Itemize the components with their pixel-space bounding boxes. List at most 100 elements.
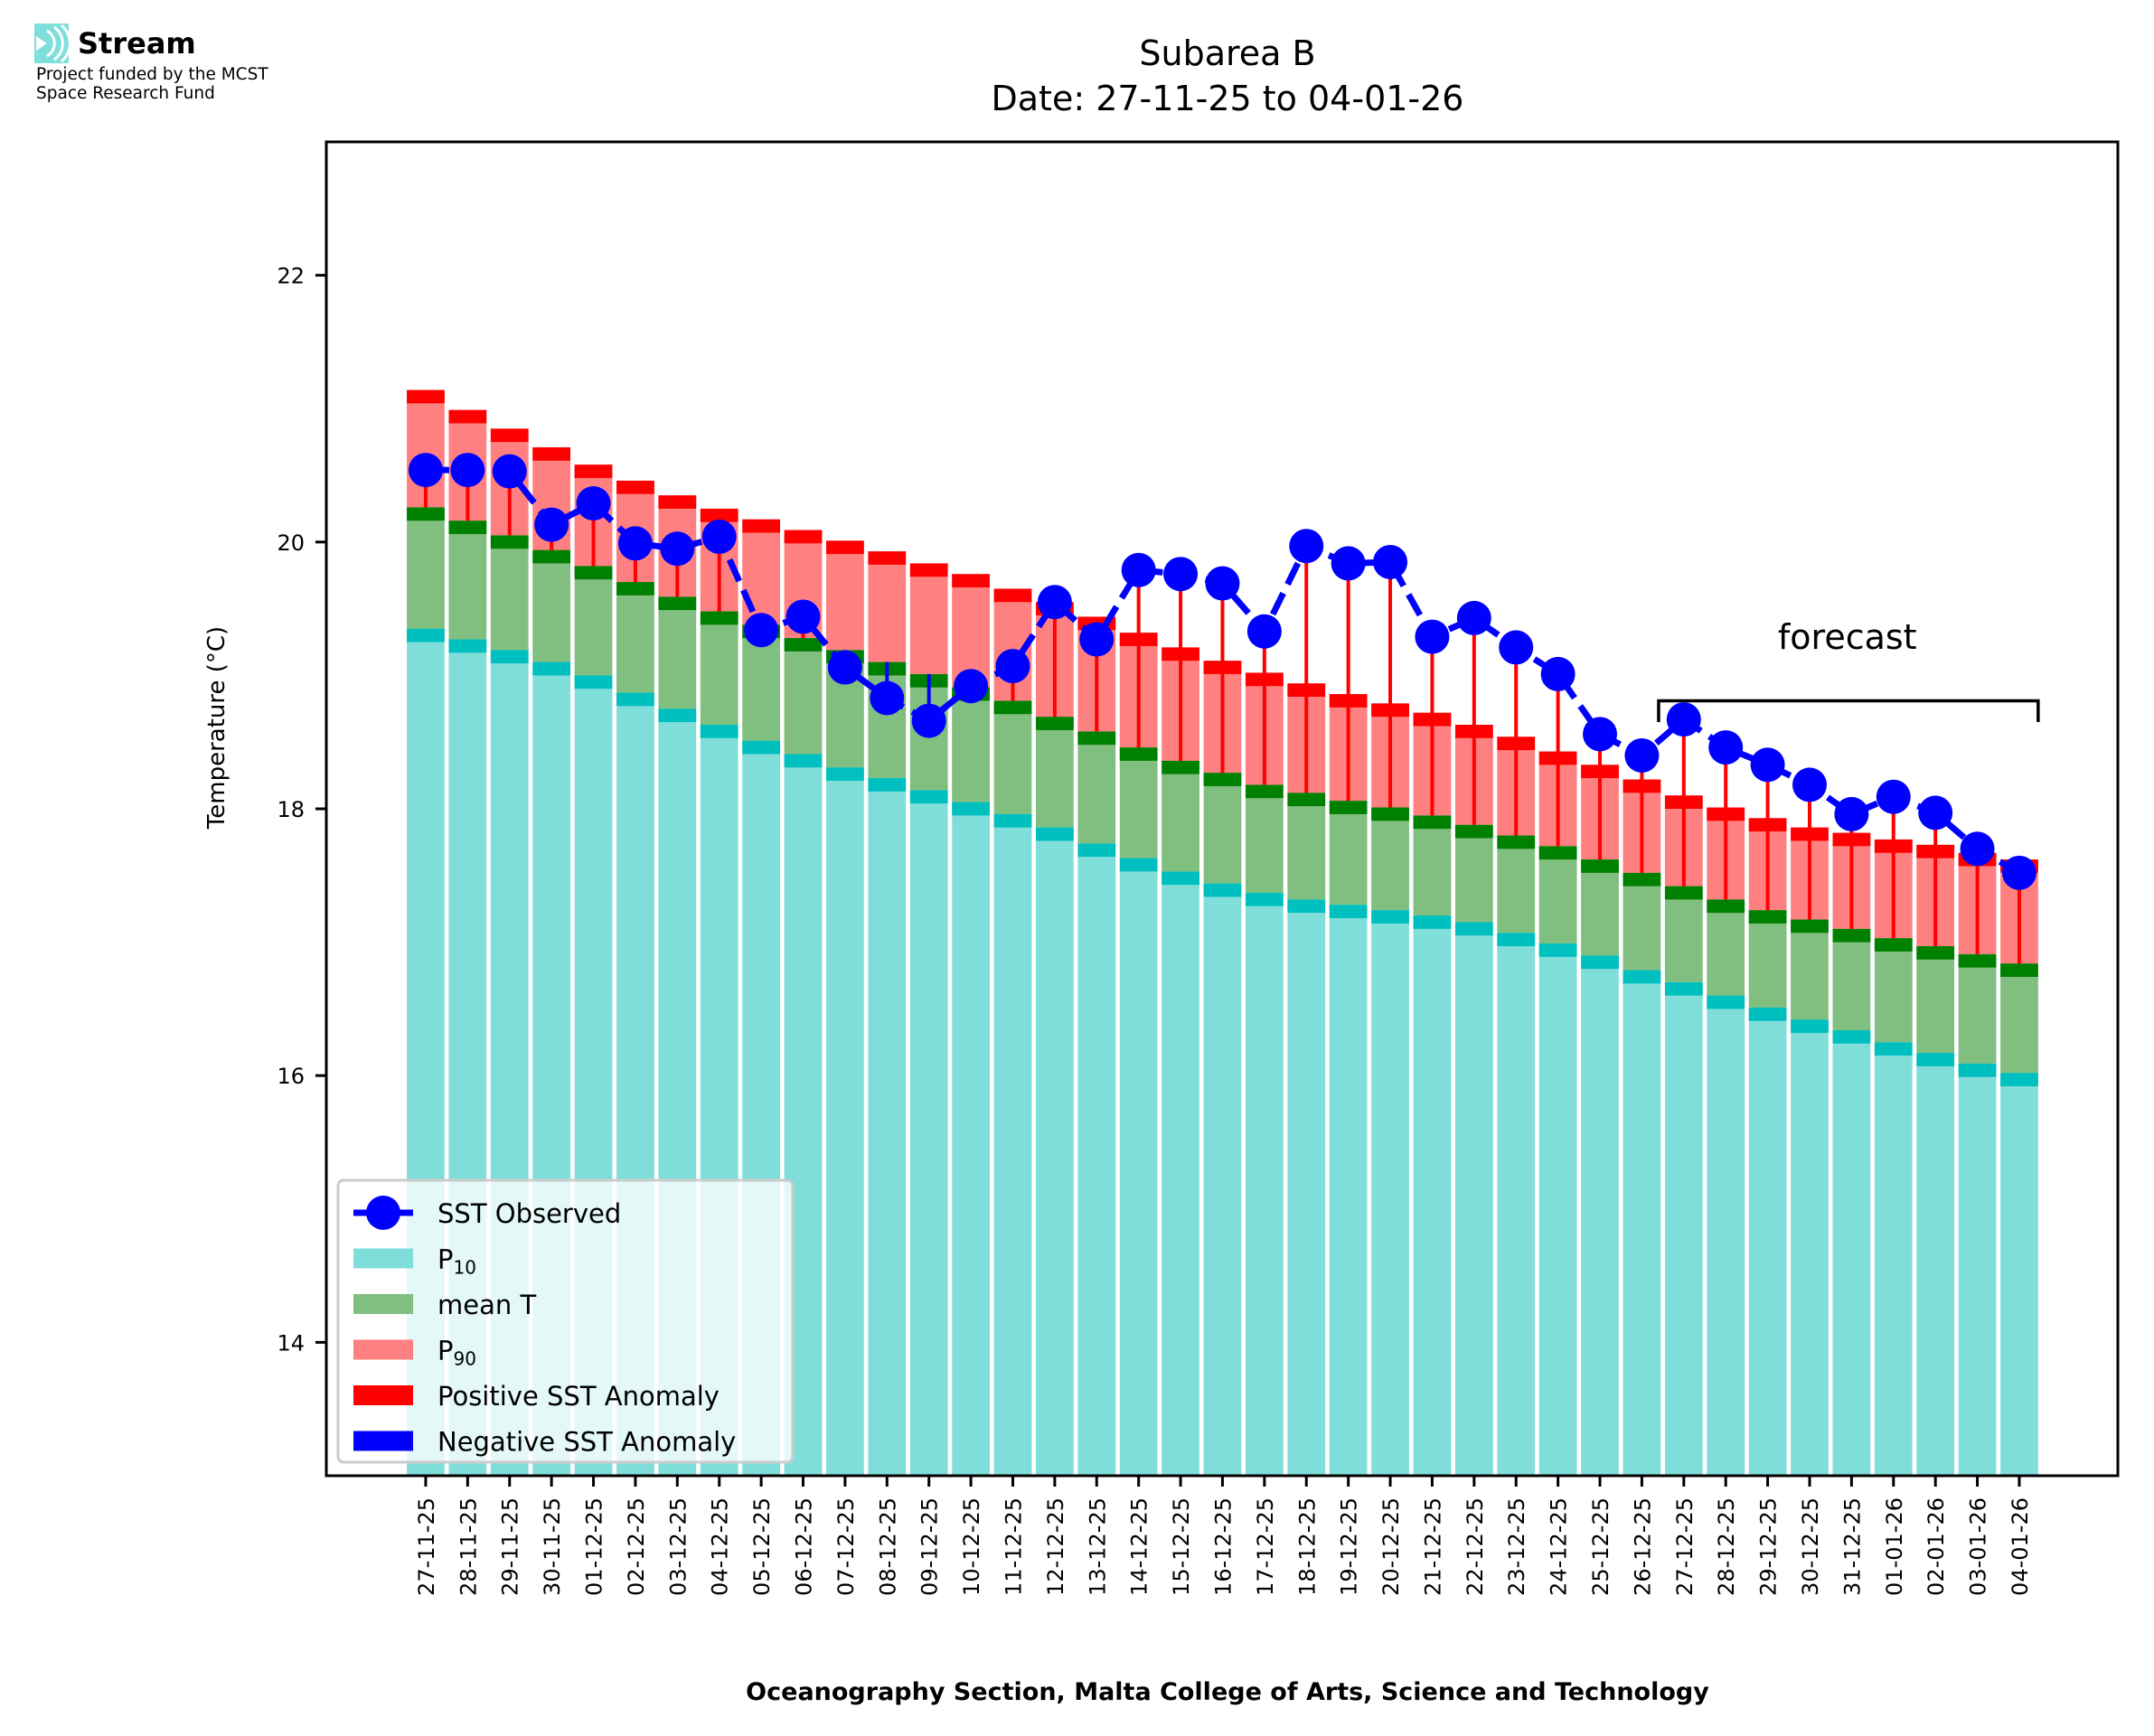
bar-p10 xyxy=(1036,827,1074,1476)
bar-mean xyxy=(1916,946,1955,1054)
observed-point xyxy=(1499,630,1534,665)
band-p10 xyxy=(1832,1030,1871,1044)
bar-p10 xyxy=(1245,892,1284,1476)
band-p10 xyxy=(1077,843,1116,858)
bar-p10 xyxy=(1916,1053,1955,1476)
bar-p10 xyxy=(1958,1063,1997,1476)
bar-group xyxy=(1329,694,1368,1476)
observed-point xyxy=(1583,717,1618,752)
band-p10 xyxy=(1413,915,1452,929)
band-mean xyxy=(1497,835,1536,849)
bar-group xyxy=(1077,616,1116,1476)
x-tick-label: 27-12-25 xyxy=(1672,1497,1698,1596)
bar-group xyxy=(1581,765,1619,1476)
x-tick-label: 15-12-25 xyxy=(1169,1497,1194,1596)
band-mean xyxy=(1036,717,1074,730)
bar-p10 xyxy=(1664,981,1703,1476)
y-tick-label: 16 xyxy=(277,1064,305,1089)
band-mean xyxy=(490,535,529,549)
observed-point xyxy=(1960,831,1995,867)
band-p90 xyxy=(448,409,487,424)
observed-point xyxy=(1876,779,1911,814)
observed-point xyxy=(576,485,611,521)
bar-p10 xyxy=(2000,1073,2038,1476)
x-tick-label: 20-12-25 xyxy=(1378,1497,1404,1596)
observed-point xyxy=(1624,737,1660,773)
bar-mean xyxy=(616,582,654,693)
legend-item: P90 xyxy=(353,1336,476,1370)
bar-p10 xyxy=(1371,910,1409,1476)
x-tick-label: 22-12-25 xyxy=(1463,1497,1488,1596)
bar-p90 xyxy=(742,519,780,625)
band-mean xyxy=(2000,963,2038,977)
bar-mean xyxy=(1203,773,1242,884)
bar-group xyxy=(1119,633,1158,1476)
band-p10 xyxy=(742,740,780,755)
observed-series xyxy=(408,453,2036,890)
bar-p10 xyxy=(1454,922,1493,1476)
observed-point xyxy=(1708,730,1744,765)
bar-mean xyxy=(1538,846,1577,944)
observed-point xyxy=(1037,585,1072,620)
band-p10 xyxy=(1036,827,1074,841)
bar-mean xyxy=(1748,910,1787,1008)
observed-point xyxy=(744,613,779,648)
band-p10 xyxy=(1245,892,1284,906)
y-tick-label: 20 xyxy=(277,530,305,556)
legend-label-subscript: 10 xyxy=(454,1257,476,1279)
observed-point xyxy=(1540,656,1576,691)
x-tick-label: 08-12-25 xyxy=(875,1497,900,1596)
band-p10 xyxy=(1707,995,1745,1009)
observed-point xyxy=(1373,544,1408,579)
band-mean xyxy=(1664,886,1703,900)
legend-item: P10 xyxy=(353,1244,476,1279)
band-mean xyxy=(1119,747,1158,761)
band-mean xyxy=(1832,928,1871,943)
observed-point xyxy=(827,650,862,685)
stream-waves-icon xyxy=(34,23,74,63)
band-mean xyxy=(1077,731,1116,746)
band-p10 xyxy=(1623,970,1661,984)
bar-mean xyxy=(448,521,487,640)
band-p10 xyxy=(1958,1063,1997,1077)
band-p10 xyxy=(1329,905,1368,919)
x-tick-label: 14-12-25 xyxy=(1127,1497,1152,1596)
x-tick-label: 03-12-25 xyxy=(665,1497,691,1596)
observed-point xyxy=(408,453,443,488)
legend-item: mean T xyxy=(353,1290,536,1320)
bar-p10 xyxy=(1497,933,1536,1476)
band-p10 xyxy=(532,662,571,676)
legend-swatch xyxy=(353,1248,413,1269)
band-mean xyxy=(1707,899,1745,914)
band-mean xyxy=(448,521,487,534)
brand: Stream xyxy=(34,23,196,63)
x-tick-label: 30-12-25 xyxy=(1798,1497,1823,1596)
bar-mean xyxy=(1413,815,1452,916)
band-p10 xyxy=(1203,883,1242,897)
bar-p90 xyxy=(952,574,990,688)
x-tick-label: 02-01-26 xyxy=(1924,1497,1949,1596)
bar-group xyxy=(826,540,864,1476)
band-mean xyxy=(1454,824,1493,839)
observed-point xyxy=(954,669,989,704)
band-p90 xyxy=(532,447,571,461)
band-mean xyxy=(1874,938,1913,952)
band-mean xyxy=(1287,793,1326,807)
band-mean xyxy=(1245,784,1284,799)
chart-title: Subarea B xyxy=(1139,33,1315,73)
observed-point xyxy=(492,454,527,489)
bar-group xyxy=(993,588,1032,1476)
x-tick-label: 29-12-25 xyxy=(1756,1497,1782,1596)
bar-group xyxy=(1538,751,1577,1476)
band-p10 xyxy=(1454,922,1493,936)
observed-point xyxy=(1918,795,1953,830)
bar-group xyxy=(1454,725,1493,1476)
band-p90 xyxy=(574,464,613,478)
y-axis: 14 16 18 20 22 xyxy=(277,264,326,1356)
band-mean xyxy=(1916,946,1955,960)
band-mean xyxy=(1581,859,1619,873)
x-tick-label: 01-01-26 xyxy=(1882,1497,1907,1596)
bar-mean xyxy=(407,507,445,629)
band-mean xyxy=(993,700,1032,715)
